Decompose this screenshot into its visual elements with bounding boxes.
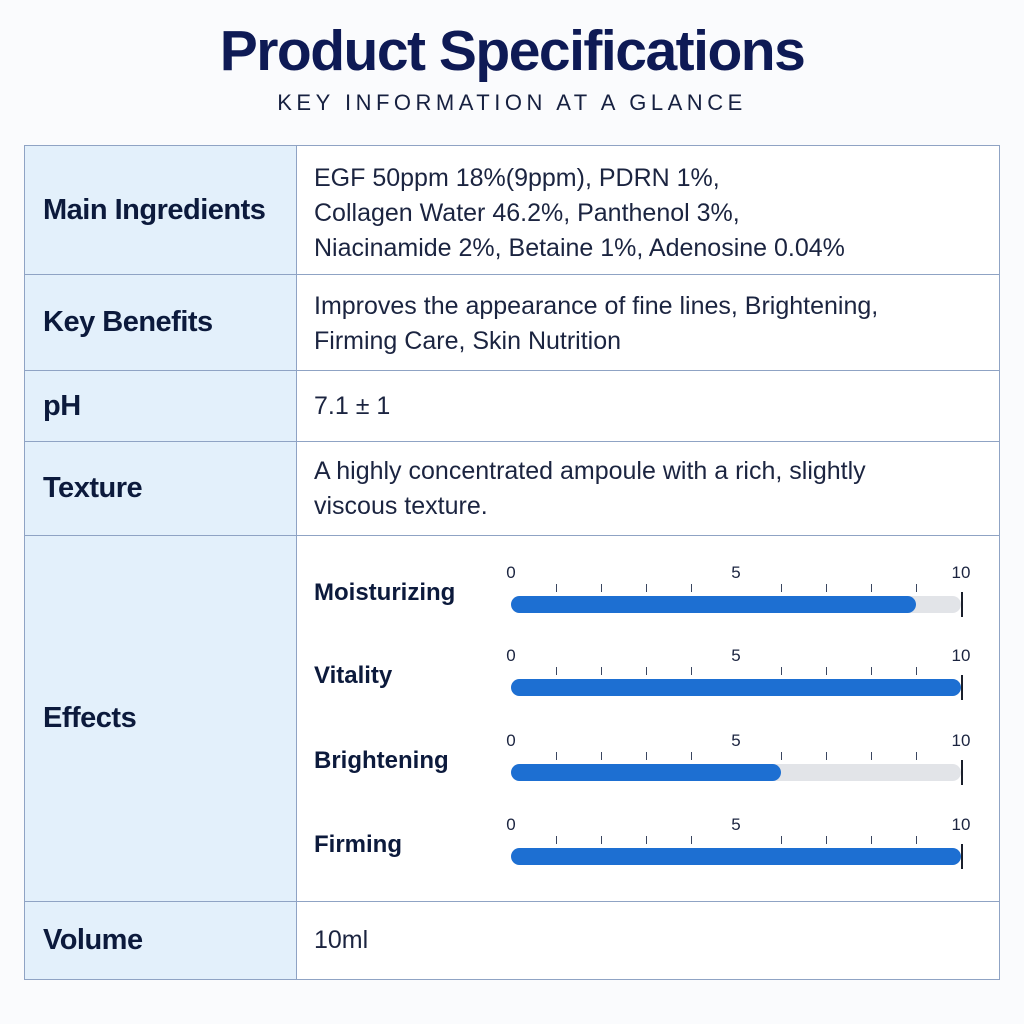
scale-tick: [691, 836, 692, 844]
effect-track: [511, 596, 961, 613]
effect-fill: [511, 679, 961, 696]
scale-label-max: 10: [951, 646, 971, 665]
scale-tick: [916, 667, 917, 675]
scale-tick: [871, 752, 872, 760]
effect-track: [511, 848, 961, 865]
page-subtitle: KEY INFORMATION AT A GLANCE: [277, 90, 747, 115]
row-label: Main Ingredients: [43, 193, 266, 226]
scale-tick: [556, 667, 557, 675]
scale-tick: [601, 752, 602, 760]
scale-label-max: 10: [951, 563, 971, 582]
effect-name: Vitality: [314, 662, 393, 689]
scale-label-mid: 5: [731, 731, 741, 750]
row-label: Effects: [43, 702, 137, 734]
scale-tick: [871, 667, 872, 675]
scale-tick: [871, 584, 872, 592]
scale-label-min: 0: [506, 815, 516, 834]
scale-tick: [691, 584, 692, 592]
effect-fill: [511, 764, 781, 781]
texture-line: A highly concentrated ampoule with a ric…: [314, 457, 866, 485]
ingredients-line: EGF 50ppm 18%(9ppm), PDRN 1%,: [314, 164, 720, 192]
scale-tick: [646, 584, 647, 592]
effect-bar-row: Brightening 0 5 10: [25, 714, 999, 794]
scale-tick: [916, 584, 917, 592]
scale-tick: [646, 667, 647, 675]
scale-tick: [556, 752, 557, 760]
scale-tick: [871, 836, 872, 844]
row-label: Texture: [43, 472, 143, 504]
scale-tick: [556, 584, 557, 592]
ingredients-line: Niacinamide 2%, Betaine 1%, Adenosine 0.…: [314, 234, 845, 262]
ingredients-line: Collagen Water 46.2%, Panthenol 3%,: [314, 199, 740, 227]
label-column: [25, 146, 297, 979]
scale-tick: [826, 836, 827, 844]
row-texture: Texture A highly concentrated ampoule wi…: [25, 442, 999, 536]
scale-tick: [646, 836, 647, 844]
page-title: Product Specifications: [219, 19, 806, 83]
row-key-benefits: Key Benefits Improves the appearance of …: [25, 275, 999, 371]
row-label: pH: [43, 389, 81, 422]
scale-tick: [601, 667, 602, 675]
scale-tick: [691, 667, 692, 675]
scale-tick: [646, 752, 647, 760]
scale-tick: [781, 584, 782, 592]
effect-bar-row: Firming 0 5 10: [25, 798, 999, 878]
row-effects: Effects Moisturizing 0 5 10 Vitality 0 5 10 Brig…: [25, 536, 999, 902]
scale-tick: [826, 667, 827, 675]
scale-label-min: 0: [506, 731, 516, 750]
scale-end-marker: [961, 844, 963, 869]
effect-bar-row: Moisturizing 0 5 10: [25, 546, 999, 626]
scale-label-mid: 5: [731, 646, 741, 665]
texture-line: viscous texture.: [314, 492, 488, 520]
texture-value: A highly concentrated ampoule with a ric…: [314, 454, 954, 524]
scale-label-mid: 5: [731, 815, 741, 834]
effect-name: Brightening: [314, 747, 449, 774]
scale-tick: [601, 836, 602, 844]
row-ph: pH 7.1 ± 1: [25, 371, 999, 442]
scale-end-marker: [961, 675, 963, 700]
scale-tick: [601, 584, 602, 592]
scale-tick: [691, 752, 692, 760]
scale-tick: [916, 836, 917, 844]
scale-tick: [781, 752, 782, 760]
scale-label-max: 10: [951, 815, 971, 834]
volume-value: 10ml: [314, 926, 369, 954]
row-label: Key Benefits: [43, 306, 213, 338]
scale-tick: [916, 752, 917, 760]
scale-label-mid: 5: [731, 563, 741, 582]
scale-tick: [826, 584, 827, 592]
effect-fill: [511, 848, 961, 865]
scale-end-marker: [961, 760, 963, 785]
effect-name: Firming: [314, 831, 402, 858]
scale-label-max: 10: [951, 731, 971, 750]
benefits-value: Improves the appearance of fine lines, B…: [314, 289, 954, 359]
effect-track: [511, 679, 961, 696]
effect-fill: [511, 596, 916, 613]
benefits-line: Firming Care, Skin Nutrition: [314, 327, 622, 355]
spec-table: Main Ingredients EGF 50ppm 18%(9ppm), PD…: [24, 145, 1000, 980]
scale-tick: [826, 752, 827, 760]
row-volume: Volume 10ml: [25, 902, 999, 979]
benefits-line: Improves the appearance of fine lines, B…: [314, 292, 879, 320]
scale-tick: [556, 836, 557, 844]
scale-label-min: 0: [506, 646, 516, 665]
scale-tick: [781, 667, 782, 675]
row-label: Volume: [43, 924, 143, 956]
effect-name: Moisturizing: [314, 579, 456, 606]
scale-end-marker: [961, 592, 963, 617]
ph-value: 7.1 ± 1: [314, 391, 391, 420]
effect-track: [511, 764, 961, 781]
effect-bar-row: Vitality 0 5 10: [25, 629, 999, 709]
scale-tick: [781, 836, 782, 844]
row-main-ingredients: Main Ingredients EGF 50ppm 18%(9ppm), PD…: [25, 146, 999, 275]
ingredients-value: EGF 50ppm 18%(9ppm), PDRN 1%, Collagen W…: [314, 161, 954, 266]
scale-label-min: 0: [506, 563, 516, 582]
